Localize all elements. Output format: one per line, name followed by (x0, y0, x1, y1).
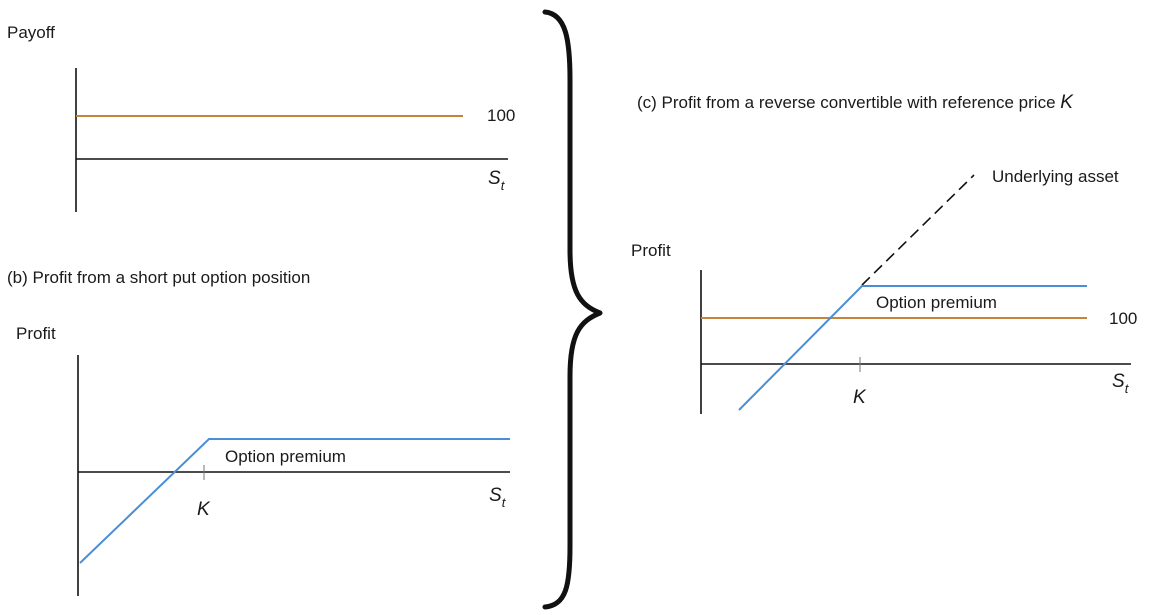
panel-a-level-label: 100 (487, 106, 515, 125)
panel-c-x-label-sub: t (1125, 381, 1130, 396)
panel-a-y-label: Payoff (7, 23, 55, 42)
panel-c-title-text: (c) Profit from a reverse convertible wi… (637, 93, 1060, 112)
panel-b-x-label-main: S (489, 485, 502, 506)
panel-c-title: (c) Profit from a reverse convertible wi… (637, 92, 1074, 113)
panel-c-premium-label: Option premium (876, 293, 997, 312)
panel-a-x-label: St (488, 168, 506, 193)
curly-brace-icon (542, 9, 603, 610)
panel-c-x-label: St (1112, 371, 1130, 396)
panel-c-title-symbol: K (1060, 92, 1074, 113)
panel-c-strike-label: K (853, 387, 867, 408)
panel-b-y-label: Profit (16, 324, 56, 343)
panel-c-reverse-convertible: (c) Profit from a reverse convertible wi… (631, 92, 1137, 414)
panel-b-x-label-sub: t (502, 495, 507, 510)
panel-b-premium-label: Option premium (225, 447, 346, 466)
panel-b-title: (b) Profit from a short put option posit… (7, 268, 310, 287)
panel-a-bond-payoff: Payoff 100 St (7, 23, 515, 212)
panel-c-underlying-dashed-line (861, 174, 975, 286)
panel-c-profit-line (738, 285, 1087, 411)
panel-b-short-put: (b) Profit from a short put option posit… (7, 268, 510, 596)
panel-b-strike-label: K (197, 499, 211, 520)
panel-c-y-label: Profit (631, 241, 671, 260)
panel-a-x-label-main: S (488, 168, 501, 189)
panel-b-x-label: St (489, 485, 507, 510)
panel-c-level-label: 100 (1109, 309, 1137, 328)
panel-c-underlying-label: Underlying asset (992, 167, 1119, 186)
panel-b-profit-line (79, 438, 510, 564)
panel-c-x-label-main: S (1112, 371, 1125, 392)
panel-a-x-label-sub: t (501, 178, 506, 193)
